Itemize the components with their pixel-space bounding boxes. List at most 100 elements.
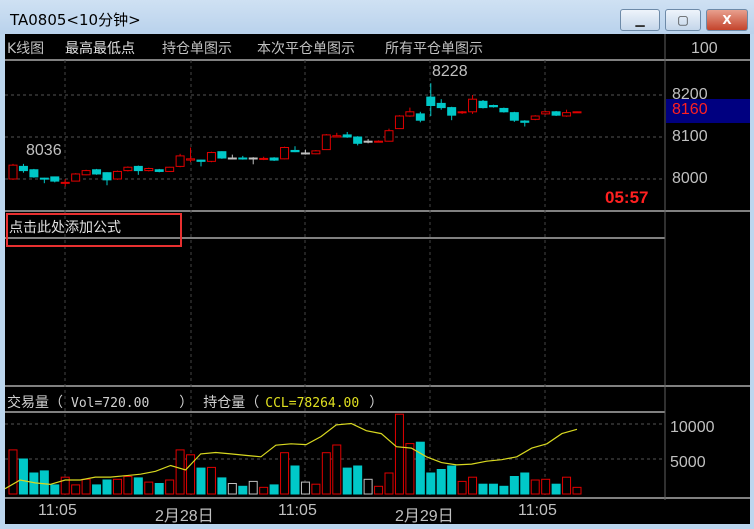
time-axis: 11:05 2月28日 11:05 2月29日 11:05 <box>5 500 750 525</box>
candle-body <box>50 176 60 182</box>
title-bar: TA0805<10分钟> ▁ ▢ X <box>0 0 754 34</box>
add-formula-label: 点击此处添加公式 <box>9 220 121 236</box>
volume-bar <box>562 476 572 495</box>
minimize-button[interactable]: ▁ <box>620 9 660 31</box>
countdown: 05:57 <box>605 188 649 207</box>
candle-body <box>92 169 102 175</box>
candle-body <box>572 111 582 114</box>
oi-label: 持仓量（ <box>203 395 260 411</box>
menu-kline[interactable]: K线图 <box>7 41 45 57</box>
volume-bar <box>280 452 290 495</box>
candle-body <box>541 111 551 115</box>
candle-body <box>29 169 39 178</box>
volume-bar <box>551 483 561 495</box>
close-button[interactable]: X <box>706 9 748 31</box>
volume-header: 交易量（ Vol=720.00 ） 持仓量（ CCL=78264.00 ） <box>7 392 383 412</box>
candle-body <box>394 115 404 130</box>
volume-bar <box>572 486 582 495</box>
volume-bar <box>499 485 509 495</box>
volume-bar <box>259 486 269 495</box>
candle-body <box>186 158 196 161</box>
candle-body <box>144 168 154 172</box>
chart-svg <box>5 34 750 500</box>
volume-bar <box>353 465 363 495</box>
volume-bar <box>248 480 258 495</box>
volume-bar <box>269 484 279 495</box>
volume-label-10000: 10000 <box>670 419 715 436</box>
candle-body <box>436 102 446 109</box>
candle-body <box>39 177 49 180</box>
volume-bar <box>405 443 415 495</box>
volume-bar <box>133 477 143 495</box>
volume-bar <box>39 470 49 495</box>
volume-bar <box>50 484 60 495</box>
volume-bar <box>374 485 384 495</box>
volume-bar <box>363 478 373 495</box>
candle-body <box>290 149 300 153</box>
candle-body <box>154 169 164 172</box>
menu-close-this[interactable]: 本次平仓单图示 <box>257 41 355 57</box>
candle-body <box>374 140 384 143</box>
candle-body <box>238 157 248 160</box>
volume-bar <box>60 476 70 495</box>
candle-body <box>60 181 70 184</box>
volume-bar <box>300 481 310 495</box>
current-price-marker: 8160 <box>666 99 750 123</box>
volume-bar <box>541 478 551 495</box>
candle-body <box>321 134 331 151</box>
volume-bar <box>196 467 206 495</box>
candle-body <box>551 111 561 116</box>
price-label-8200: 8200 <box>672 86 708 103</box>
volume-bar <box>154 483 164 495</box>
volume-bar <box>332 444 342 495</box>
candle-body <box>269 157 279 161</box>
low-annotation: 8036 <box>26 142 62 159</box>
volume-bar <box>520 472 530 495</box>
time-label: 2月28日 <box>155 508 214 525</box>
candle-body <box>426 96 436 106</box>
candle-body <box>415 113 425 121</box>
high-annotation: 8228 <box>432 63 468 80</box>
price-label-8000: 8000 <box>672 170 708 187</box>
candle-body <box>311 150 321 155</box>
maximize-button[interactable]: ▢ <box>665 9 701 31</box>
candle-body <box>133 165 143 172</box>
candle-body <box>248 157 258 160</box>
candle-body <box>363 140 373 143</box>
candle-body <box>102 172 112 181</box>
candle-body <box>81 170 91 176</box>
volume-bar <box>175 449 185 495</box>
volume-bar <box>227 483 237 495</box>
volume-bar <box>8 449 18 495</box>
volume-bar <box>478 483 488 495</box>
menu-positions[interactable]: 持仓单图示 <box>162 41 232 57</box>
volume-bar <box>436 469 446 495</box>
menu-close-all[interactable]: 所有平仓单图示 <box>385 41 483 57</box>
volume-bar <box>488 483 498 495</box>
candle-body <box>217 151 227 159</box>
candle-body <box>530 115 540 120</box>
candle-body <box>468 98 478 113</box>
add-formula-button[interactable]: 点击此处添加公式 <box>6 213 182 247</box>
oi-close: ） <box>369 395 384 411</box>
volume-bar <box>426 472 436 495</box>
menu-high-low[interactable]: 最高最低点 <box>65 41 135 57</box>
volume-bar <box>447 465 457 495</box>
vol-close: ） <box>179 395 194 411</box>
volume-bar <box>217 477 227 495</box>
vol-label: 交易量（ <box>7 395 63 411</box>
volume-bar <box>186 454 196 495</box>
volume-bar <box>394 413 404 495</box>
volume-bar <box>457 480 467 495</box>
chart-area[interactable]: K线图 最高最低点 持仓单图示 本次平仓单图示 所有平仓单图示 100 8200… <box>5 34 750 500</box>
volume-bar <box>468 476 478 495</box>
candle-body <box>112 170 122 180</box>
time-label: 2月29日 <box>395 508 454 525</box>
time-label: 11:05 <box>278 502 317 519</box>
candle-body <box>499 107 509 113</box>
candle-body <box>353 136 363 144</box>
volume-bar <box>238 485 248 495</box>
volume-bar <box>415 441 425 495</box>
candle-body <box>509 112 519 121</box>
vol-value: Vol=720.00 <box>71 396 150 411</box>
